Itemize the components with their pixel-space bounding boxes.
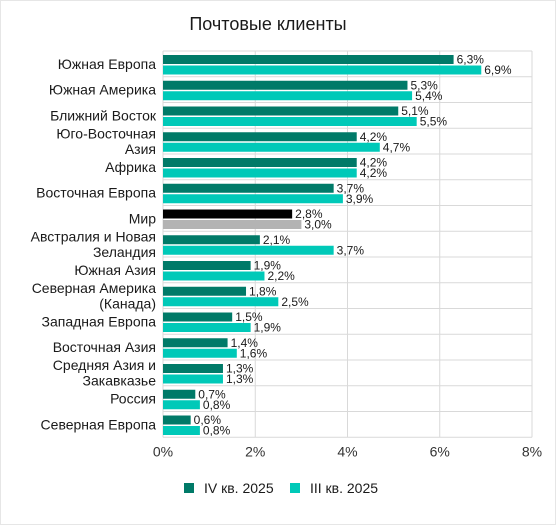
category-label: Западная Европа	[42, 313, 157, 329]
bar	[163, 235, 260, 245]
x-tick-label: 4%	[337, 443, 357, 459]
category-label: Южная Европа	[58, 56, 156, 72]
bar	[163, 426, 200, 435]
category-label: Северная Европа	[41, 416, 157, 432]
data-label: 4,2%	[360, 130, 388, 144]
data-label: 4,2%	[360, 166, 388, 180]
data-label: 5,3%	[410, 78, 438, 92]
data-label: 6,3%	[457, 53, 485, 67]
data-label: 0,7%	[198, 387, 226, 401]
category-label: Южная Америка	[49, 82, 156, 98]
data-label: 5,1%	[401, 104, 429, 118]
legend: IV кв. 2025 III кв. 2025	[184, 480, 378, 496]
category-labels: Южная Европа Южная Америка Ближний Восток Ю…	[31, 56, 157, 433]
category-label: Зеландия	[93, 244, 156, 260]
category-label: Закавказье	[83, 373, 157, 389]
data-label: 0,8%	[203, 424, 231, 438]
category-label: Россия	[110, 391, 156, 407]
category-label: Мир	[129, 210, 156, 226]
bar	[163, 245, 334, 255]
bar	[163, 117, 417, 126]
data-label: 5,5%	[420, 115, 448, 129]
bar	[163, 389, 196, 399]
legend-label: IV кв. 2025	[204, 480, 274, 496]
bar	[163, 183, 334, 193]
category-label: Средняя Азия и	[53, 357, 156, 373]
bar	[163, 194, 343, 204]
data-label: 0,8%	[203, 398, 231, 412]
data-label: 4,2%	[360, 156, 388, 170]
x-tick-labels: 0% 2% 4% 6% 8%	[153, 443, 542, 459]
data-label: 4,7%	[383, 140, 411, 154]
bar	[163, 261, 251, 270]
data-label: 1,5%	[235, 310, 263, 324]
category-label: (Канада)	[99, 295, 156, 311]
legend-label: III кв. 2025	[310, 480, 378, 496]
bar	[163, 168, 357, 178]
bar	[163, 220, 302, 229]
bar	[163, 65, 482, 75]
x-tick-label: 2%	[245, 443, 265, 459]
bar	[163, 132, 357, 142]
bar	[163, 312, 233, 322]
data-label: 3,7%	[337, 181, 365, 195]
data-label: 1,3%	[226, 372, 254, 386]
data-label: 1,6%	[240, 346, 268, 360]
bar	[163, 91, 413, 101]
bar	[163, 364, 223, 373]
category-label: Южная Азия	[74, 262, 156, 278]
bar	[163, 400, 200, 410]
data-label: 2,5%	[281, 295, 309, 309]
bar	[163, 286, 247, 296]
bar	[163, 323, 251, 332]
bar	[163, 55, 454, 64]
data-label: 3,7%	[337, 243, 365, 257]
category-label: Северная Америка	[32, 280, 157, 296]
bar	[163, 374, 223, 384]
category-label: Восточная Азия	[53, 339, 156, 355]
category-label: Африка	[105, 159, 156, 175]
data-label: 2,2%	[267, 269, 295, 283]
x-tick-label: 0%	[153, 443, 173, 459]
bar	[163, 271, 265, 281]
data-label: 5,4%	[415, 89, 443, 103]
bar	[163, 348, 237, 358]
category-label: Восточная Европа	[36, 185, 156, 201]
data-label: 3,0%	[304, 218, 332, 232]
legend-swatch	[290, 483, 300, 493]
data-label: 1,4%	[231, 336, 259, 350]
legend-swatch	[184, 483, 194, 493]
x-tick-label: 8%	[522, 443, 542, 459]
bar	[163, 209, 293, 219]
bar	[163, 142, 380, 152]
data-label: 1,9%	[254, 259, 282, 273]
bar	[163, 297, 279, 307]
data-label: 2,8%	[295, 207, 323, 221]
data-label: 0,6%	[194, 413, 222, 427]
data-label: 1,9%	[254, 321, 282, 335]
bar	[163, 338, 228, 348]
category-label: Азия	[125, 141, 156, 157]
category-label: Юго-Восточная	[56, 125, 156, 141]
data-label: 2,1%	[263, 233, 291, 247]
bar	[163, 158, 357, 167]
bar	[163, 80, 408, 90]
data-label: 6,9%	[484, 63, 512, 77]
bars: 6,3%5,3%5,1%4,2%4,2%3,7%2,8%2,1%1,9%1,8%…	[163, 53, 512, 438]
x-tick-label: 6%	[430, 443, 450, 459]
data-label: 1,3%	[226, 362, 254, 376]
bar	[163, 415, 191, 425]
bar	[163, 106, 399, 116]
category-label: Ближний Восток	[50, 107, 157, 123]
category-label: Австралия и Новая	[31, 228, 156, 244]
chart-title: Почтовые клиенты	[189, 14, 346, 34]
data-label: 3,9%	[346, 192, 374, 206]
data-label: 1,8%	[249, 284, 277, 298]
